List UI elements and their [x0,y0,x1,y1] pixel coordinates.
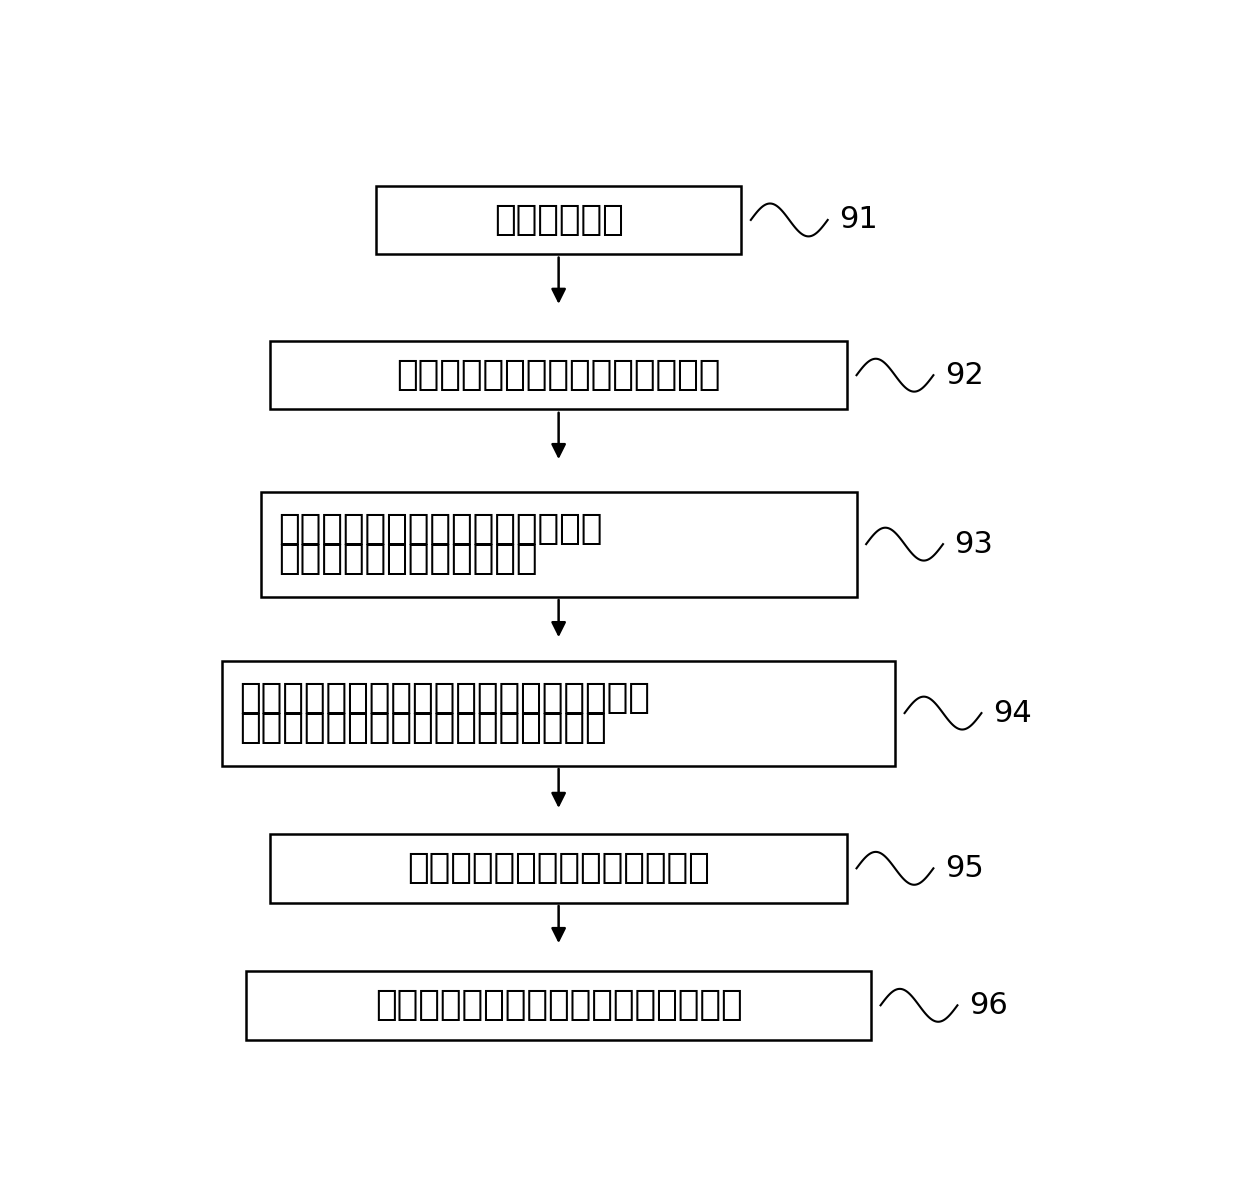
Bar [260,492,857,597]
Bar [270,340,847,409]
Bar [376,186,742,254]
Bar [247,971,870,1040]
Text: 准备回收布料: 准备回收布料 [494,203,624,237]
Text: 准备热塑性塑料粒，及含有亲水官: 准备热塑性塑料粒，及含有亲水官 [278,512,603,547]
Text: 将所述相容剂、所述热塑性塑料粒与所述碎: 将所述相容剂、所述热塑性塑料粒与所述碎 [239,682,651,715]
Bar [270,834,847,903]
Text: 93: 93 [955,530,993,559]
Text: 91: 91 [839,205,878,235]
Text: 粉碎所述回收布料并形成数个碎布: 粉碎所述回收布料并形成数个碎布 [397,358,720,393]
Text: 布互相混合后再加热搅拌并形成混合物: 布互相混合后再加热搅拌并形成混合物 [239,710,608,745]
Text: 95: 95 [945,854,983,882]
Bar [222,661,895,766]
Text: 将所述混合物成团并形成半成品: 将所述混合物成团并形成半成品 [407,852,711,885]
Text: 94: 94 [993,699,1032,727]
Text: 能基与疏水官能基之相容剂: 能基与疏水官能基之相容剂 [278,542,537,576]
Text: 96: 96 [968,990,1008,1020]
Text: 将所述半成品造粒并形成数个含塑料粒: 将所述半成品造粒并形成数个含塑料粒 [374,988,743,1022]
Text: 92: 92 [945,361,983,390]
